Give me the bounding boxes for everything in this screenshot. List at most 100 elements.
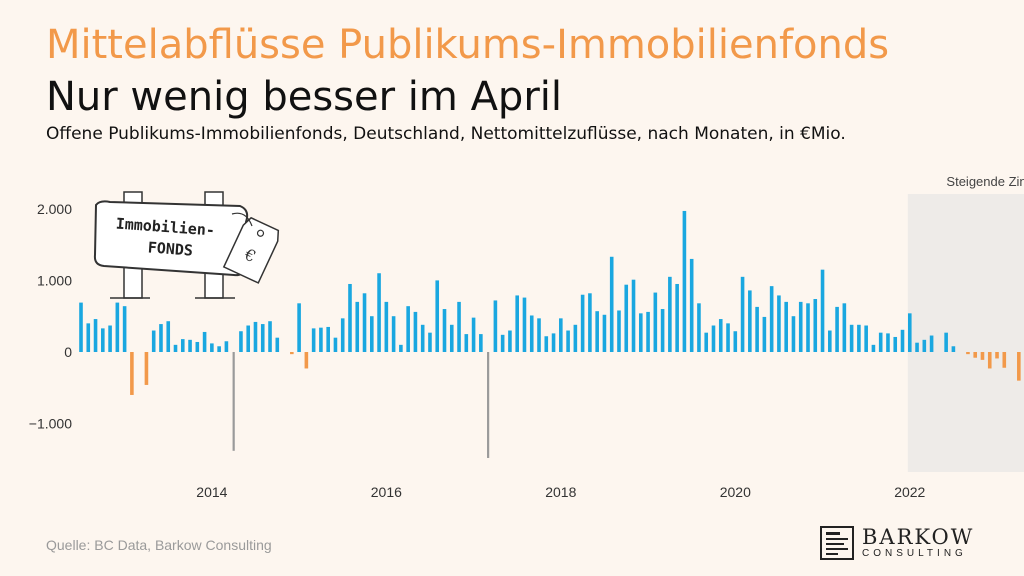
bar [508,330,512,352]
bar [522,297,527,352]
bar [835,306,839,352]
bar [718,319,723,352]
bar [173,344,178,352]
x-tick-label: 2018 [545,484,576,500]
bar [435,280,440,352]
bar [646,311,650,352]
bar [122,306,127,352]
bar [471,317,476,352]
bar [653,292,658,352]
bar [711,325,716,352]
bar [391,316,396,352]
bar [479,334,483,352]
bar [631,279,636,352]
bar [791,316,796,352]
bar [493,300,498,352]
bar [420,324,425,352]
bar [188,339,192,352]
bar [340,318,345,352]
bar [399,344,403,352]
bar [668,276,672,352]
bar [595,311,599,352]
x-tick-label: 2014 [196,484,227,500]
bar [1002,352,1007,368]
bar [966,352,970,355]
bar [987,352,992,369]
bar [893,336,898,352]
y-tick-label: 2.000 [37,201,72,217]
bar [559,318,563,352]
logo-mark-icon [820,526,854,560]
bar [537,318,541,352]
bar [377,273,381,352]
bar [748,290,752,352]
bar [487,352,490,458]
bar [929,335,934,352]
bar [951,346,956,352]
bar [180,339,185,352]
bar [384,301,389,352]
bar [428,332,432,352]
bar [915,342,919,352]
bar [864,325,868,352]
bar [246,325,251,352]
bar [442,309,447,352]
bar [849,324,854,352]
bar [449,324,454,352]
bar [275,337,280,352]
bar [224,341,229,352]
bar [798,301,803,352]
bar [232,352,235,451]
bar [769,286,774,352]
chart-description: Offene Publikums-Immobilienfonds, Deutsc… [46,124,846,144]
bar [980,352,985,360]
bar [602,314,607,352]
bar [406,306,410,352]
bar [159,324,163,352]
bar [529,315,534,352]
chart-subtitle: Nur wenig besser im April [46,74,562,120]
bar [217,346,221,352]
bar [740,276,745,352]
bar [195,341,200,352]
bar [900,329,905,352]
bar [820,269,825,352]
x-tick-label: 2022 [894,484,925,500]
bar [566,330,570,352]
bar [268,321,272,352]
bar [995,352,999,359]
bar [304,352,309,369]
bar [907,313,912,352]
bar [580,294,585,352]
bar [777,295,781,352]
bar [260,324,265,352]
sign-text-line-2: FONDS [147,238,193,259]
bar [922,339,927,352]
bar [348,283,352,352]
bar [806,303,810,352]
bar [573,324,578,352]
bar [675,283,679,352]
bar [326,326,330,352]
bar [588,293,592,352]
real-estate-fund-sign-illustration: Immobilien- FONDS € [93,191,280,299]
bar [362,293,367,352]
bar [370,316,374,352]
bar [210,343,214,352]
bar [86,323,91,352]
bar [871,344,876,352]
bar [973,352,978,358]
y-tick-label: 1.000 [37,272,72,288]
bar [500,334,505,352]
x-tick-label: 2020 [720,484,751,500]
chart-title: Mittelabflüsse Publikums-Immobilienfonds [46,22,890,68]
bar [828,330,832,352]
bar [544,336,549,352]
bar [202,331,207,352]
bar [762,316,767,352]
bar [355,301,360,352]
bar [857,324,861,352]
bar [886,333,890,352]
bar [464,334,469,352]
